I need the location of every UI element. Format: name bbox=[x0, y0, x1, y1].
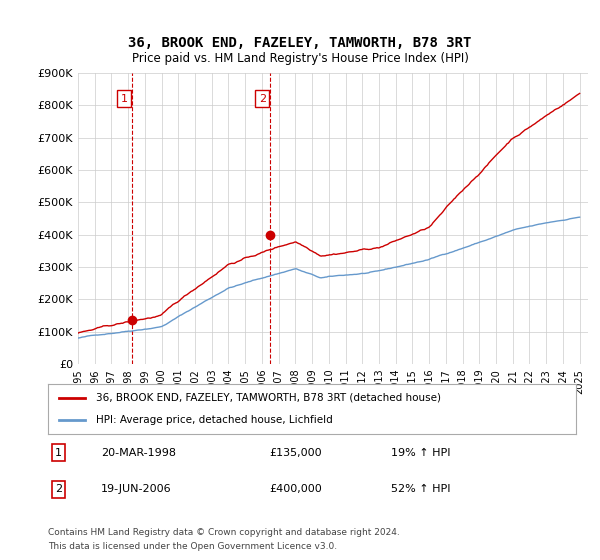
Text: 52% ↑ HPI: 52% ↑ HPI bbox=[391, 484, 451, 494]
Text: £135,000: £135,000 bbox=[270, 448, 322, 458]
Text: 20-MAR-1998: 20-MAR-1998 bbox=[101, 448, 176, 458]
Text: 19-JUN-2006: 19-JUN-2006 bbox=[101, 484, 172, 494]
Text: 1: 1 bbox=[121, 94, 128, 104]
Text: 19% ↑ HPI: 19% ↑ HPI bbox=[391, 448, 451, 458]
Text: £400,000: £400,000 bbox=[270, 484, 323, 494]
Text: 2: 2 bbox=[55, 484, 62, 494]
Text: Contains HM Land Registry data © Crown copyright and database right 2024.: Contains HM Land Registry data © Crown c… bbox=[48, 528, 400, 536]
Text: Price paid vs. HM Land Registry's House Price Index (HPI): Price paid vs. HM Land Registry's House … bbox=[131, 52, 469, 64]
Text: HPI: Average price, detached house, Lichfield: HPI: Average price, detached house, Lich… bbox=[95, 415, 332, 425]
Text: This data is licensed under the Open Government Licence v3.0.: This data is licensed under the Open Gov… bbox=[48, 542, 337, 551]
Text: 36, BROOK END, FAZELEY, TAMWORTH, B78 3RT (detached house): 36, BROOK END, FAZELEY, TAMWORTH, B78 3R… bbox=[95, 393, 440, 403]
Text: 36, BROOK END, FAZELEY, TAMWORTH, B78 3RT: 36, BROOK END, FAZELEY, TAMWORTH, B78 3R… bbox=[128, 36, 472, 50]
Text: 2: 2 bbox=[259, 94, 266, 104]
Text: 1: 1 bbox=[55, 448, 62, 458]
